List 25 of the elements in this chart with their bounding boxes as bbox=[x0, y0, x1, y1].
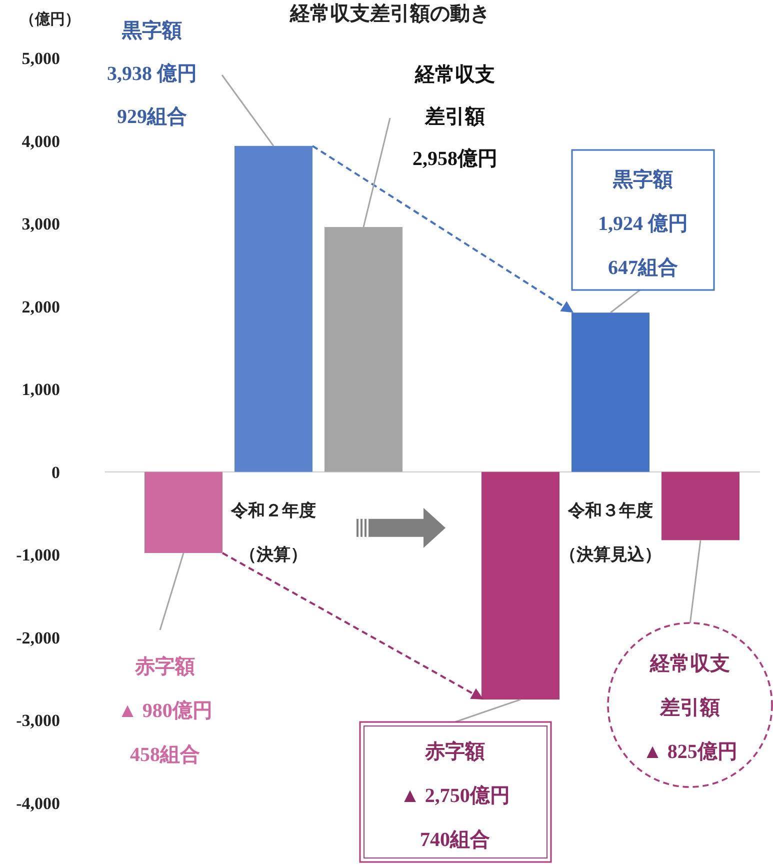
chart-title: 経常収支差引額の動き bbox=[289, 2, 490, 25]
annotation: 経常収支差引額 2,958億円 bbox=[362, 64, 498, 228]
annotation: 黒字額 3,938 億円 929組合 bbox=[107, 19, 197, 128]
annotation: 黒字額 1,924 億円 647組合 bbox=[598, 168, 688, 279]
y-tick-label: -1,000 bbox=[16, 546, 60, 565]
y-tick-label: 3,000 bbox=[22, 214, 60, 234]
annotation: 赤字額 ▲ 2,750億円 740組合 bbox=[359, 698, 552, 863]
y-tick-label: -3,000 bbox=[16, 711, 60, 730]
annotation: 赤字額 ▲ 980億円 458組合 bbox=[118, 655, 212, 766]
y-tick-label: 4,000 bbox=[22, 132, 60, 151]
category-label: 令和２年度（決算） bbox=[231, 500, 316, 564]
y-tick-label: -2,000 bbox=[16, 628, 60, 648]
annotation: 黒字額 3,938 億円 929組合 bbox=[107, 20, 274, 146]
y-tick-label: -4,000 bbox=[16, 794, 60, 813]
annotation: 赤字額 ▲ 2,750億円 740組合 bbox=[400, 740, 510, 851]
annotation: 経常収支差引額 2,958億円 bbox=[412, 64, 498, 170]
category-label: 令和３年度（決算見込） bbox=[560, 500, 662, 564]
annotation: 黒字額 1,924 億円 647組合 bbox=[571, 149, 715, 314]
y-tick-label: 5,000 bbox=[22, 49, 60, 68]
y-tick-label: 1,000 bbox=[22, 380, 60, 400]
annotation: 赤字額 ▲ 980億円 458組合 bbox=[118, 552, 212, 766]
y-tick-label: 0 bbox=[52, 462, 60, 482]
annotation: 経常収支差引額 ▲ 825億円 bbox=[642, 653, 738, 763]
y-axis-title: （億円） bbox=[20, 11, 80, 28]
y-tick-label: 2,000 bbox=[22, 297, 60, 316]
